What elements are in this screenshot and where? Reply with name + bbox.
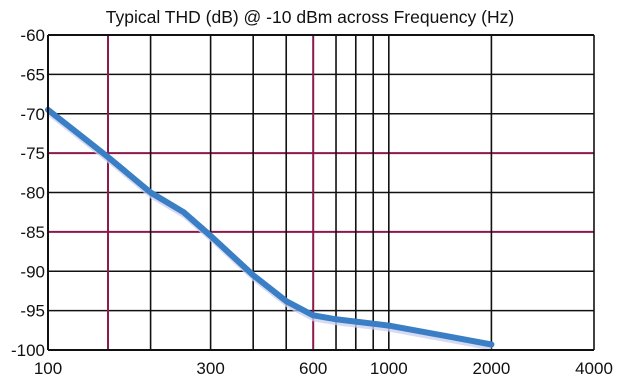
x-tick-label: 1000 bbox=[370, 359, 408, 378]
y-tick-label: -75 bbox=[20, 144, 45, 163]
y-tick-label: -60 bbox=[20, 26, 45, 45]
y-tick-label: -90 bbox=[20, 262, 45, 281]
x-tick-label: 4000 bbox=[575, 359, 613, 378]
y-tick-label: -70 bbox=[20, 105, 45, 124]
y-tick-label: -65 bbox=[20, 65, 45, 84]
y-tick-label: -80 bbox=[20, 184, 45, 203]
y-tick-label: -85 bbox=[20, 223, 45, 242]
x-tick-label: 100 bbox=[34, 359, 62, 378]
y-tick-label: -95 bbox=[20, 302, 45, 321]
x-tick-label: 300 bbox=[196, 359, 224, 378]
axis-layer bbox=[47, 34, 594, 351]
chart-title: Typical THD (dB) @ -10 dBm across Freque… bbox=[106, 7, 514, 27]
x-tick-label: 600 bbox=[299, 359, 327, 378]
x-tick-label: 2000 bbox=[472, 359, 510, 378]
y-tick-label: -100 bbox=[11, 341, 45, 360]
